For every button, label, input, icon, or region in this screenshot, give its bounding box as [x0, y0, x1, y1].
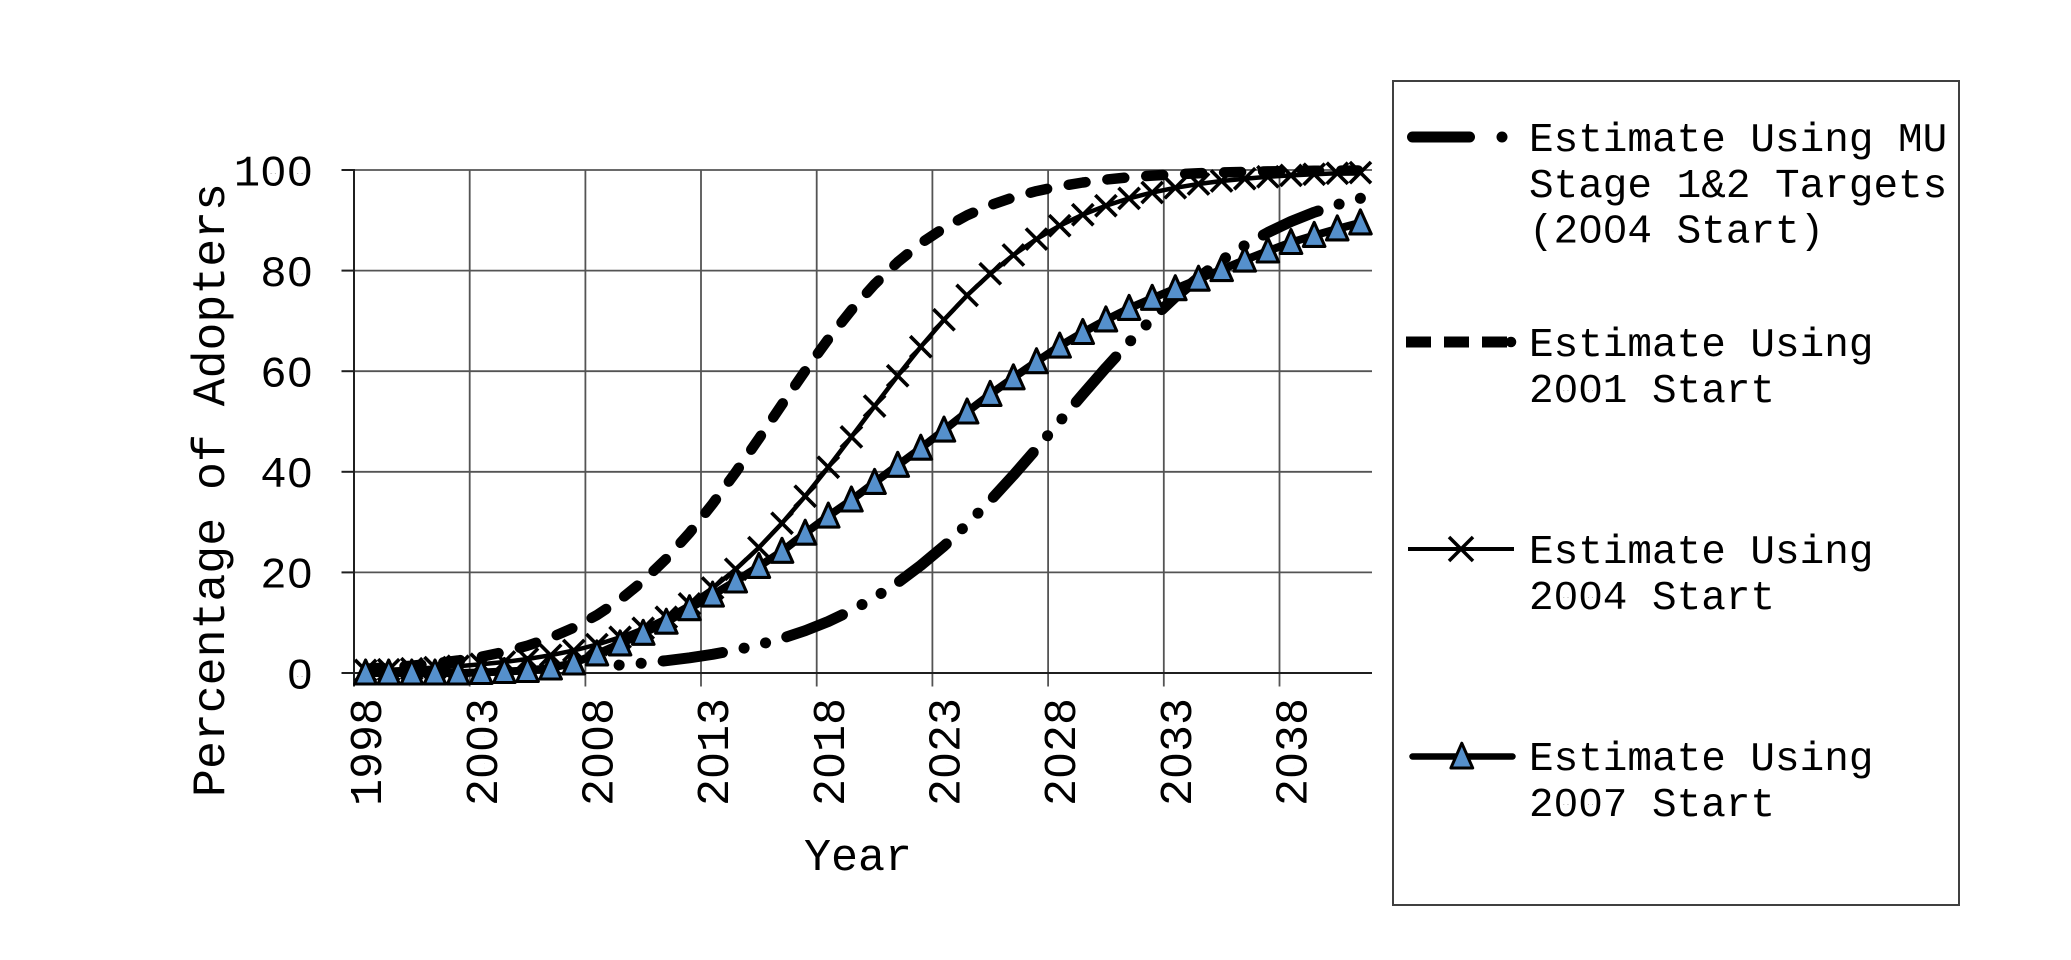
svg-text:1998: 1998	[344, 698, 395, 806]
svg-text:2033: 2033	[1154, 698, 1205, 806]
svg-text:Estimate Using: Estimate Using	[1529, 737, 1873, 783]
svg-text:0: 0	[287, 652, 313, 702]
svg-text:2001 Start: 2001 Start	[1529, 369, 1775, 415]
svg-text:20: 20	[260, 552, 313, 602]
svg-text:2038: 2038	[1270, 698, 1321, 806]
svg-text:40: 40	[260, 451, 313, 501]
svg-text:100: 100	[234, 149, 313, 199]
svg-text:2018: 2018	[807, 698, 858, 806]
svg-text:2008: 2008	[575, 698, 626, 806]
svg-text:Percentage of Adopters: Percentage of Adopters	[185, 183, 238, 797]
svg-text:2003: 2003	[460, 698, 511, 806]
svg-text:Estimate Using: Estimate Using	[1529, 530, 1873, 576]
svg-text:80: 80	[260, 250, 313, 300]
svg-text:2004 Start: 2004 Start	[1529, 576, 1775, 622]
svg-text:60: 60	[260, 351, 313, 401]
svg-text:2013: 2013	[691, 698, 742, 806]
svg-text:Year: Year	[804, 833, 912, 884]
svg-text:(2004 Start): (2004 Start)	[1529, 210, 1824, 256]
svg-text:2023: 2023	[923, 698, 974, 806]
svg-text:Estimate Using: Estimate Using	[1529, 323, 1873, 369]
svg-text:Stage 1&2 Targets: Stage 1&2 Targets	[1529, 164, 1947, 210]
svg-text:2007 Start: 2007 Start	[1529, 783, 1775, 829]
svg-text:Estimate Using MU: Estimate Using MU	[1529, 118, 1947, 164]
svg-text:2028: 2028	[1038, 698, 1089, 806]
